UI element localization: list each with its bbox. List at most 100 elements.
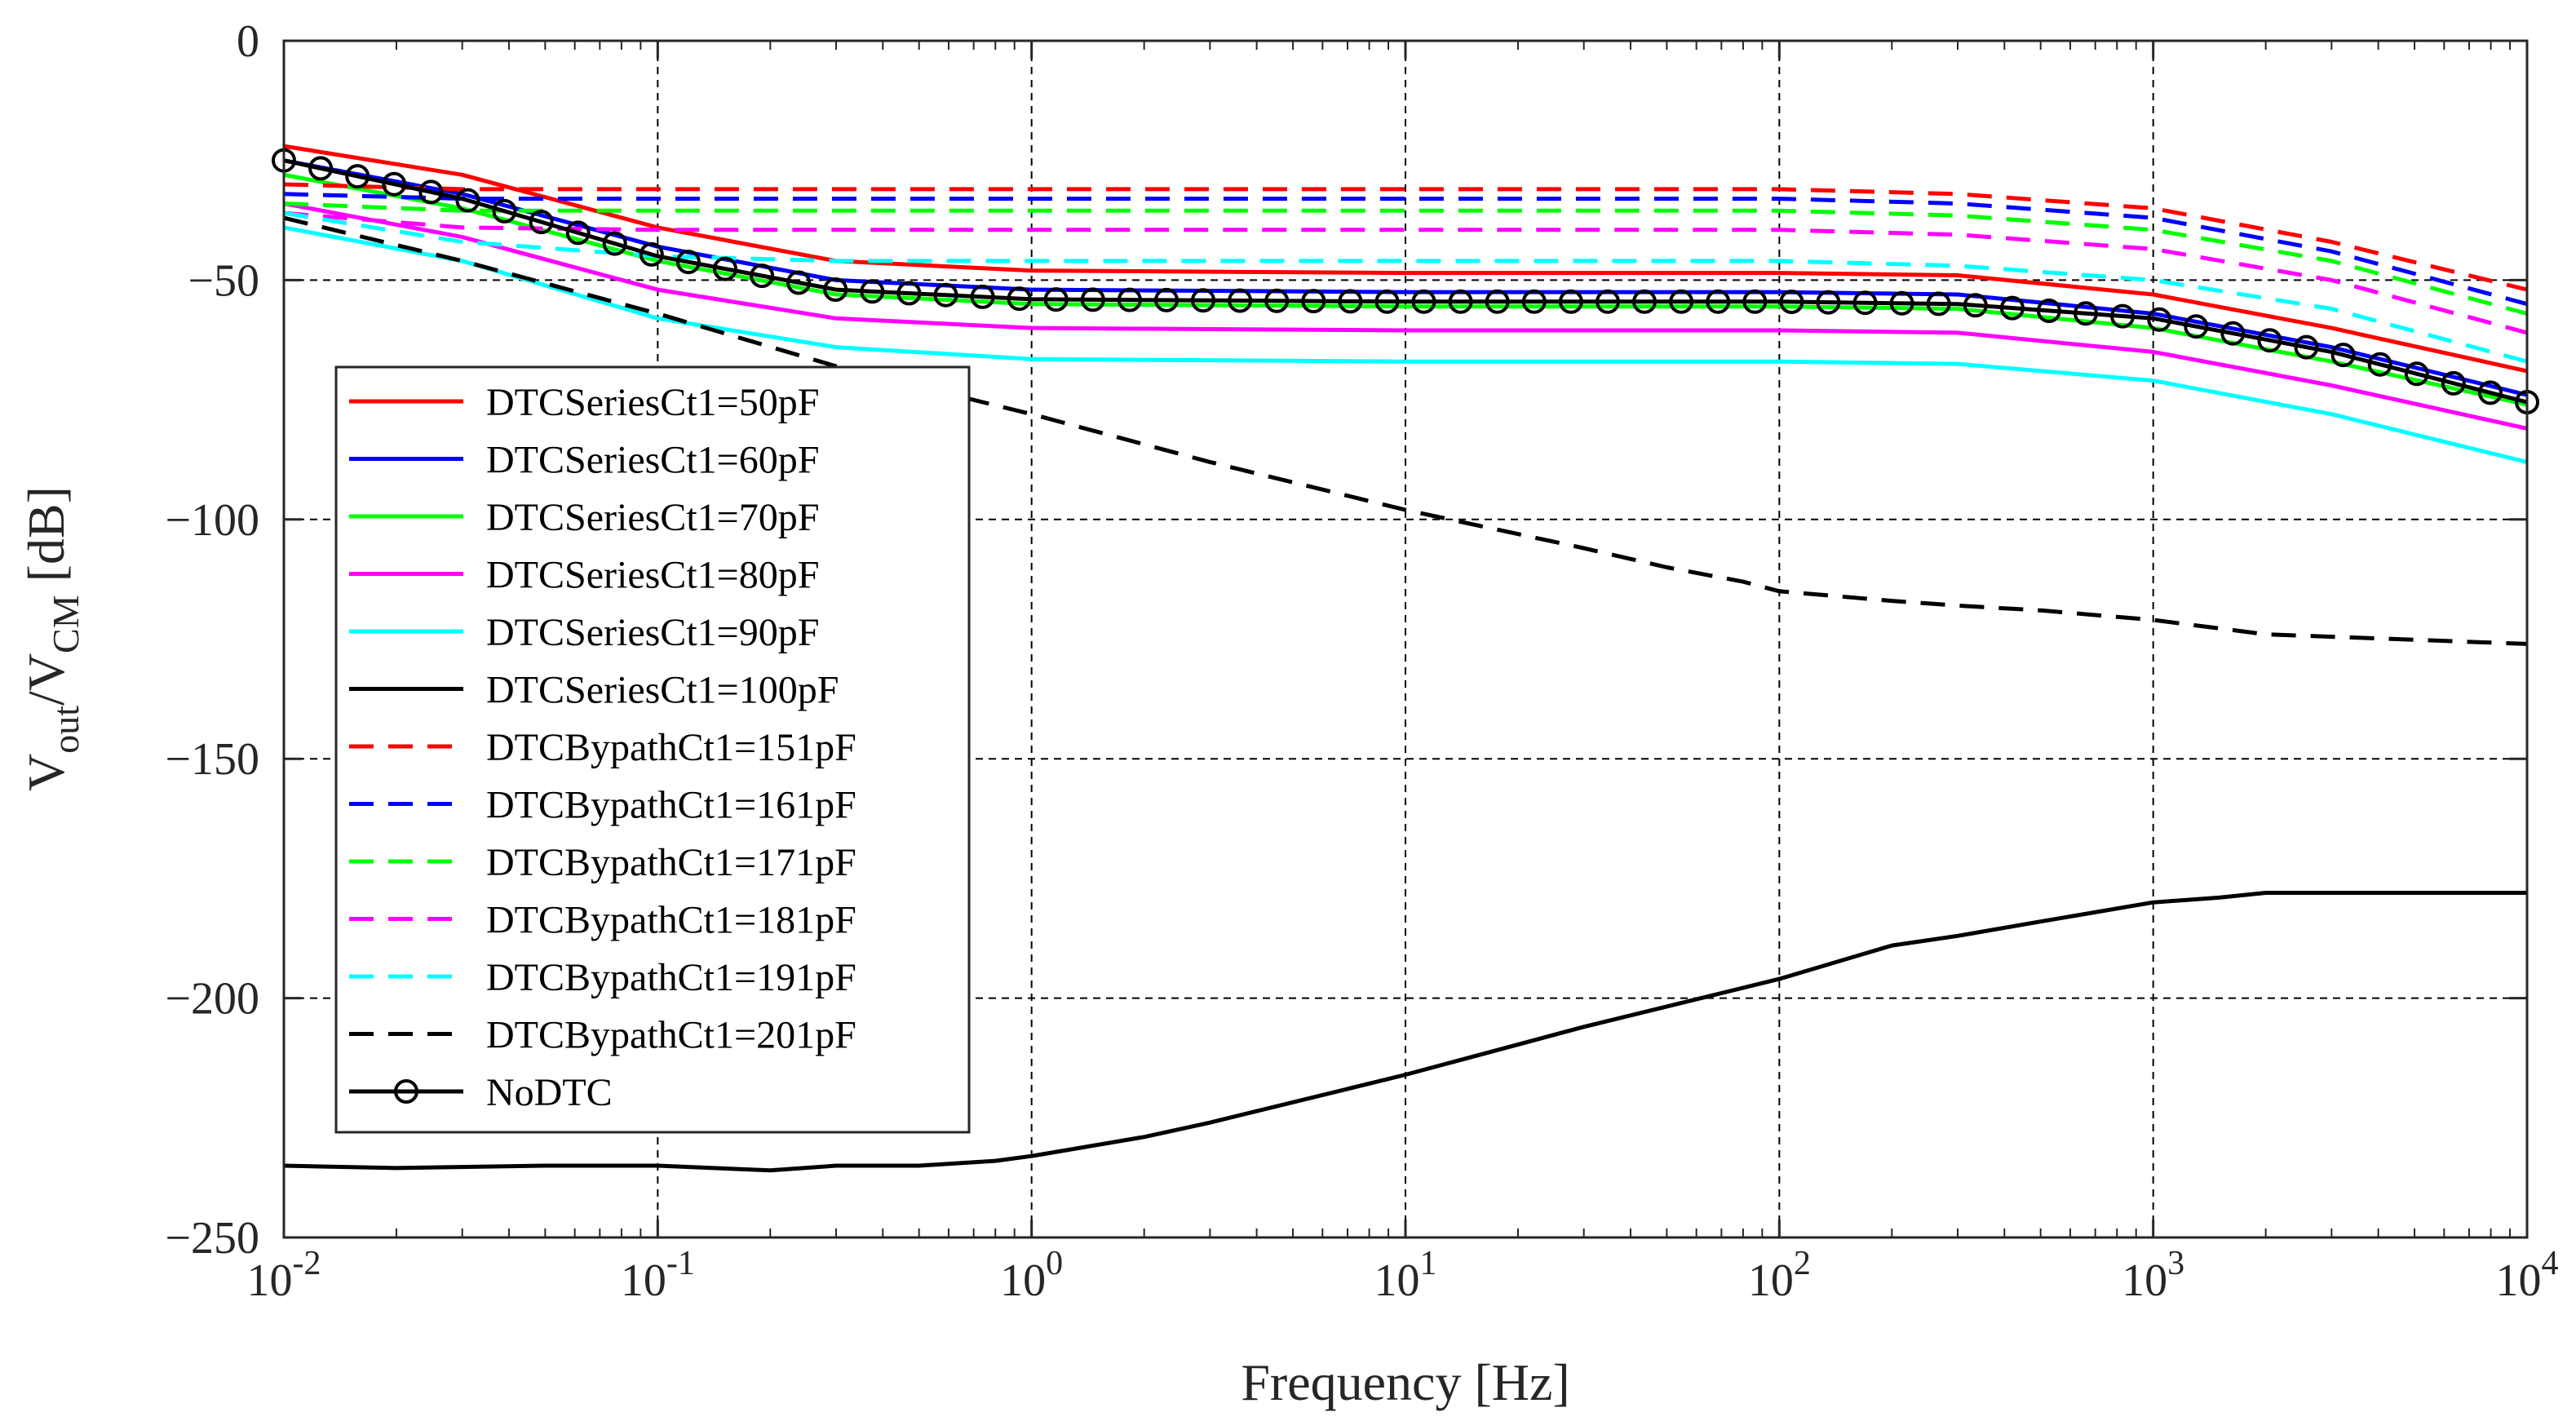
legend-label: DTCBypathCt1=191pF xyxy=(486,956,856,999)
series-marker xyxy=(1999,295,2025,321)
series-marker xyxy=(896,281,922,306)
legend-label: DTCSeriesCt1=100pF xyxy=(486,669,839,712)
series-marker xyxy=(860,279,885,304)
legend-label: DTCBypathCt1=201pF xyxy=(486,1014,856,1057)
grid xyxy=(284,41,2527,1237)
series-marker xyxy=(2220,321,2246,346)
series-marker xyxy=(345,164,370,189)
series-line xyxy=(283,172,2528,407)
series-marker xyxy=(639,241,664,267)
y-tick-label: −50 xyxy=(188,255,259,306)
series-marker xyxy=(1007,286,1032,312)
series-line xyxy=(283,158,2528,405)
series-marker xyxy=(2074,301,2098,326)
x-tick-label: 10-1 xyxy=(621,1245,695,1306)
y-axis-label-sub-cm: CM xyxy=(45,595,86,653)
x-tick-label-base: 10 xyxy=(1000,1255,1046,1306)
legend-label: NoDTC xyxy=(486,1071,613,1114)
series-marker xyxy=(2404,361,2429,387)
legend-label: DTCSeriesCt1=80pF xyxy=(486,554,819,597)
series-line xyxy=(283,182,2528,292)
series-marker xyxy=(1558,289,1583,314)
series-line xyxy=(283,225,2528,464)
series-marker xyxy=(1963,293,1988,318)
x-tick-label-exponent: 1 xyxy=(1420,1245,1437,1282)
series-marker xyxy=(308,156,334,181)
series-marker xyxy=(2110,303,2136,329)
y-axis-label-slash: /V xyxy=(17,653,75,706)
series-marker xyxy=(2257,328,2282,353)
x-tick-labels: 10-2 10-1 100 101 102 103 104 xyxy=(247,1245,2559,1306)
y-tick-labels: 0 −50 −100 −150 −200 −250 xyxy=(165,16,259,1264)
x-axis-label: Frequency [Hz] xyxy=(1241,1353,1569,1411)
y-axis-label-main: V xyxy=(17,754,75,791)
y-tick-label: −100 xyxy=(165,495,259,546)
legend-label: DTCBypathCt1=181pF xyxy=(486,899,856,942)
series-marker xyxy=(1816,290,1841,315)
series-marker xyxy=(933,282,958,308)
series-marker xyxy=(455,188,480,213)
series-marker xyxy=(1080,287,1105,312)
x-tick-label-base: 10 xyxy=(2496,1255,2542,1306)
series-marker xyxy=(970,284,995,309)
x-tick-label-base: 10 xyxy=(2122,1255,2167,1306)
series-line xyxy=(283,144,2528,374)
series-line xyxy=(283,215,2528,646)
series-marker xyxy=(1264,288,1290,313)
series-marker xyxy=(565,220,591,246)
x-tick-label-exponent: 0 xyxy=(1046,1245,1063,1282)
y-axis-label: Vout/VCM [dB] xyxy=(17,486,86,791)
legend-label: DTCSeriesCt1=70pF xyxy=(486,496,819,539)
series-marker xyxy=(1632,289,1657,314)
series-marker xyxy=(1043,287,1069,312)
x-tick-label: 100 xyxy=(1000,1245,1063,1306)
x-tick-label-exponent: -1 xyxy=(666,1245,695,1282)
y-tick-label: −200 xyxy=(165,974,259,1025)
x-tick-label-exponent: 3 xyxy=(2167,1245,2184,1282)
series-marker xyxy=(1411,289,1436,314)
series-marker xyxy=(2294,334,2319,360)
legend: DTCSeriesCt1=50pF DTCSeriesCt1=60pF DTCSer… xyxy=(334,365,971,1134)
series-marker xyxy=(492,198,517,224)
series-marker xyxy=(1521,289,1547,314)
x-tick-label-base: 10 xyxy=(247,1255,293,1306)
y-tick-label: −150 xyxy=(165,734,259,785)
series-marker xyxy=(1301,289,1326,314)
series-marker xyxy=(750,263,775,289)
series-marker xyxy=(1596,289,1620,314)
series-line xyxy=(283,158,2528,397)
series-marker xyxy=(529,210,554,235)
legend-label: DTCSeriesCt1=60pF xyxy=(486,439,819,482)
series-group xyxy=(272,144,2539,1173)
series-marker xyxy=(786,270,812,295)
series-marker xyxy=(1448,289,1473,314)
x-tick-label: 10-2 xyxy=(247,1245,321,1306)
x-tick-label: 103 xyxy=(2122,1245,2184,1306)
series-marker xyxy=(2036,299,2061,323)
legend-label: DTCBypathCt1=161pF xyxy=(486,784,856,827)
series-marker xyxy=(1338,289,1363,314)
series-marker xyxy=(1374,289,1400,314)
x-tick-label-base: 10 xyxy=(1374,1255,1420,1306)
series-marker xyxy=(1926,291,1951,317)
series-line xyxy=(283,891,2527,1173)
y-tick-label: −250 xyxy=(165,1213,259,1264)
series-line xyxy=(283,210,2528,364)
x-tick-label: 102 xyxy=(1748,1245,1811,1306)
series-marker xyxy=(1852,290,1878,316)
legend-box xyxy=(334,365,971,1134)
series-marker xyxy=(675,250,701,275)
legend-label: DTCSeriesCt1=90pF xyxy=(486,611,819,654)
series-marker xyxy=(1889,290,1914,316)
y-axis-label-unit: [dB] xyxy=(17,486,75,595)
x-tick-label: 101 xyxy=(1374,1245,1437,1306)
x-tick-label-exponent: -2 xyxy=(293,1245,321,1282)
series-marker xyxy=(382,171,407,197)
x-tick-label-exponent: 2 xyxy=(1794,1245,1811,1282)
legend-label: DTCSeriesCt1=50pF xyxy=(486,381,819,424)
series-marker xyxy=(2147,307,2172,332)
y-axis-label-sub-out: out xyxy=(45,706,86,754)
series-marker xyxy=(2330,343,2356,368)
series-marker xyxy=(823,277,848,302)
